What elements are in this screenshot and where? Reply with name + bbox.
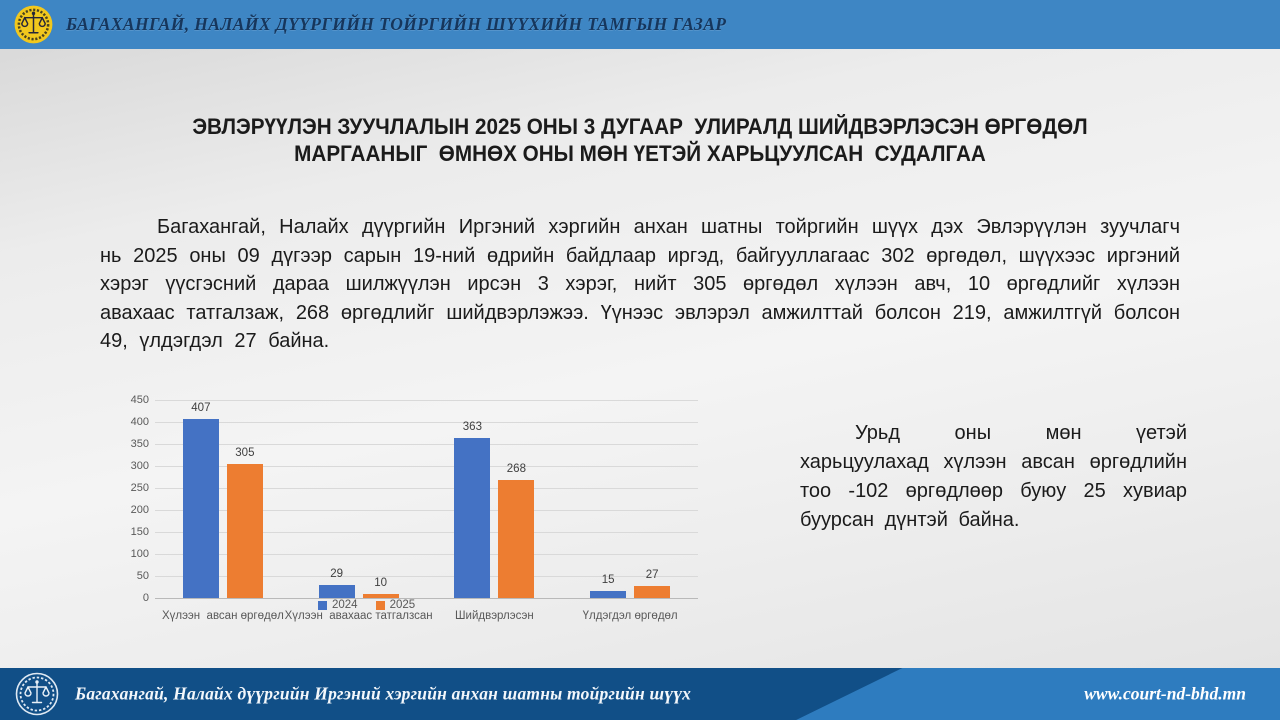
x-axis-line	[155, 598, 698, 599]
body-paragraph: Багахангай, Налайх дүүргийн Иргэний хэрг…	[100, 216, 1180, 352]
bar-value-label: 305	[235, 446, 255, 459]
bar-value-label: 407	[191, 401, 211, 414]
y-axis-tick-label: 300	[130, 459, 149, 472]
bar-chart: 0 50 100 150 200 250 300 350 400 450 407 305 Хүлээн …	[113, 392, 788, 632]
gridline	[155, 444, 698, 445]
bar-2024-1	[182, 418, 219, 598]
y-axis-tick-label: 50	[136, 569, 149, 582]
y-axis-tick-label: 450	[130, 393, 149, 406]
gridline	[155, 510, 698, 511]
footer-court-name: Багахангай, Налайх дүүргийн Иргэний хэрг…	[75, 683, 692, 704]
y-axis-tick-label: 150	[130, 525, 149, 538]
header-bar: БАГАХАНГАЙ, НАЛАЙХ ДҮҮРГИЙН ТОЙРГИЙН ШҮҮ…	[0, 0, 1280, 49]
bar-value-label: 15	[601, 574, 615, 587]
y-axis-tick-label: 200	[130, 503, 149, 516]
legend-swatch-2024	[318, 600, 327, 610]
bar-2025-4	[634, 586, 671, 598]
gridline	[155, 576, 698, 577]
bar-2025-1	[226, 463, 263, 598]
gridline	[155, 554, 698, 555]
category-label: Үлдэгдэл өргөдөл	[582, 610, 678, 622]
footer-website-url: www.court-nd-bhd.mn	[1084, 683, 1246, 704]
chart-legend: 2024 2025	[318, 599, 415, 611]
legend-label-2024: 2024	[332, 599, 358, 611]
bar-value-label: 10	[374, 576, 388, 589]
y-axis-tick-label: 350	[130, 437, 149, 450]
legend-swatch-2025	[375, 600, 385, 610]
bar-2025-2	[362, 593, 399, 598]
category-label: Хүлээн авахаас татгалзсан	[284, 610, 433, 622]
gridline	[155, 488, 698, 489]
legend-label-2025: 2025	[389, 599, 416, 611]
scales-of-justice-icon	[14, 5, 53, 44]
y-axis-tick-label: 100	[130, 547, 149, 560]
bar-value-label: 268	[506, 463, 526, 476]
header-title: БАГАХАНГАЙ, НАЛАЙХ ДҮҮРГИЙН ТОЙРГИЙН ШҮҮ…	[66, 14, 727, 34]
side-note: Урьд оны мөн үетэй харьцуулахад хүлээн а…	[800, 422, 1187, 531]
gridline	[155, 532, 698, 533]
y-axis-tick-label: 400	[130, 415, 149, 428]
footer-bar: Багахангай, Налайх дүүргийн Иргэний хэрг…	[0, 668, 1280, 720]
bar-2024-3	[454, 438, 491, 598]
page-title-line-2: МАРГААНЫГ ӨМНӨХ ОНЫ МӨН ҮЕТЭЙ ХАРЬЦУУЛСА…	[294, 141, 986, 166]
footer-diagonal-wedge	[0, 668, 903, 720]
y-axis-tick-label: 250	[130, 481, 149, 494]
page-title: ЭВЛЭРҮҮЛЭН ЗУУЧЛАЛЫН 2025 ОНЫ 3 ДУГААР У…	[132, 113, 1147, 167]
bar-2024-4	[590, 591, 627, 598]
legend-item-2024: 2024	[318, 599, 358, 611]
y-axis-tick-label: 0	[142, 591, 149, 604]
bar-2025-3	[498, 480, 535, 598]
scales-of-justice-outline-icon	[15, 672, 59, 716]
legend-item-2025: 2025	[375, 599, 416, 611]
bar-2024-2	[318, 585, 355, 598]
gridline	[155, 422, 698, 423]
page-title-line-1: ЭВЛЭРҮҮЛЭН ЗУУЧЛАЛЫН 2025 ОНЫ 3 ДУГААР У…	[192, 114, 1088, 139]
bar-value-label: 27	[645, 569, 659, 582]
gridline	[155, 400, 698, 401]
category-label: Хүлээн авсан өргөдөл	[161, 610, 284, 622]
category-label: Шийдвэрлэсэн	[454, 610, 534, 622]
gridline	[155, 466, 698, 467]
bar-value-label: 29	[330, 568, 344, 581]
bar-value-label: 363	[462, 421, 482, 434]
